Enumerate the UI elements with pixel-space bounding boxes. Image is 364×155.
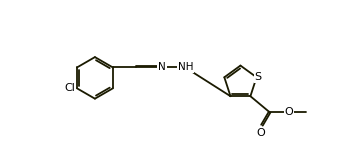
Text: O: O — [256, 128, 265, 138]
Text: O: O — [285, 107, 293, 117]
Text: N: N — [158, 62, 166, 73]
Text: Cl: Cl — [64, 83, 75, 93]
Text: S: S — [254, 72, 262, 82]
Text: NH: NH — [178, 62, 193, 73]
